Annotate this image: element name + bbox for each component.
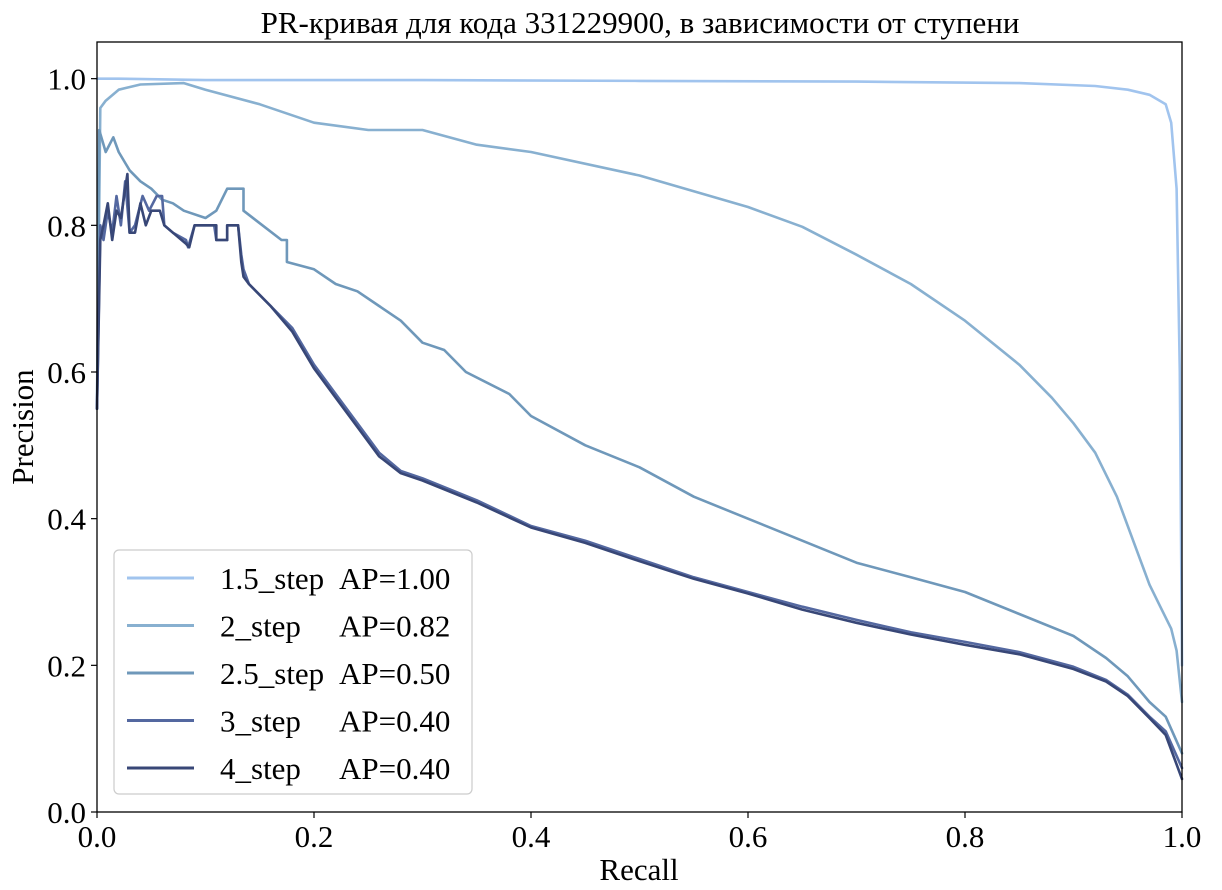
- x-tick-label: 0.8: [946, 819, 985, 854]
- y-tick-label: 0.6: [47, 355, 86, 390]
- series-line-2: [95, 128, 1184, 755]
- series-line-3: [95, 180, 1184, 770]
- legend-ap-value: AP=0.40: [339, 704, 450, 739]
- legend-ap-value: AP=0.40: [339, 751, 450, 786]
- y-tick-label: 1.0: [47, 62, 86, 97]
- legend-series-name: 1.5_step: [220, 561, 324, 596]
- x-tick-label: 1.0: [1163, 819, 1202, 854]
- series-line-0: [95, 77, 1184, 667]
- series-line-4: [95, 172, 1184, 781]
- y-axis-label: Precision: [5, 369, 40, 485]
- y-tick-label: 0.8: [47, 208, 86, 243]
- legend-series-name: 2.5_step: [220, 656, 324, 691]
- legend-ap-value: AP=1.00: [339, 561, 450, 596]
- series-line-1: [95, 81, 1184, 704]
- chart-title: PR-кривая для кода 331229900, в зависимо…: [261, 5, 1020, 40]
- y-tick-label: 0.4: [47, 502, 86, 537]
- x-tick-label: 0.6: [729, 819, 768, 854]
- series-layer: [95, 77, 1184, 781]
- x-tick-label: 0.0: [78, 819, 117, 854]
- legend-ap-value: AP=0.50: [339, 656, 450, 691]
- plot-frame: [96, 41, 1183, 813]
- tick-layer: 0.0 0.2 0.4 0.6 0.8 1.0 0.0 0.2 0.4 0.6 0.8 1.0: [47, 62, 1201, 854]
- x-axis-label: Recall: [599, 852, 678, 887]
- legend-series-name: 4_step: [220, 751, 301, 786]
- legend-box: [113, 549, 473, 795]
- legend: 1.5_step AP=1.00 2_step AP=0.82 2.5_step AP=0…: [113, 549, 473, 795]
- legend-ap-value: AP=0.82: [339, 609, 450, 644]
- legend-series-name: 2_step: [220, 609, 301, 644]
- legend-series-name: 3_step: [220, 704, 301, 739]
- y-tick-label: 0.0: [47, 795, 86, 830]
- y-tick-label: 0.2: [47, 648, 86, 683]
- x-tick-label: 0.4: [512, 819, 551, 854]
- x-tick-label: 0.2: [295, 819, 334, 854]
